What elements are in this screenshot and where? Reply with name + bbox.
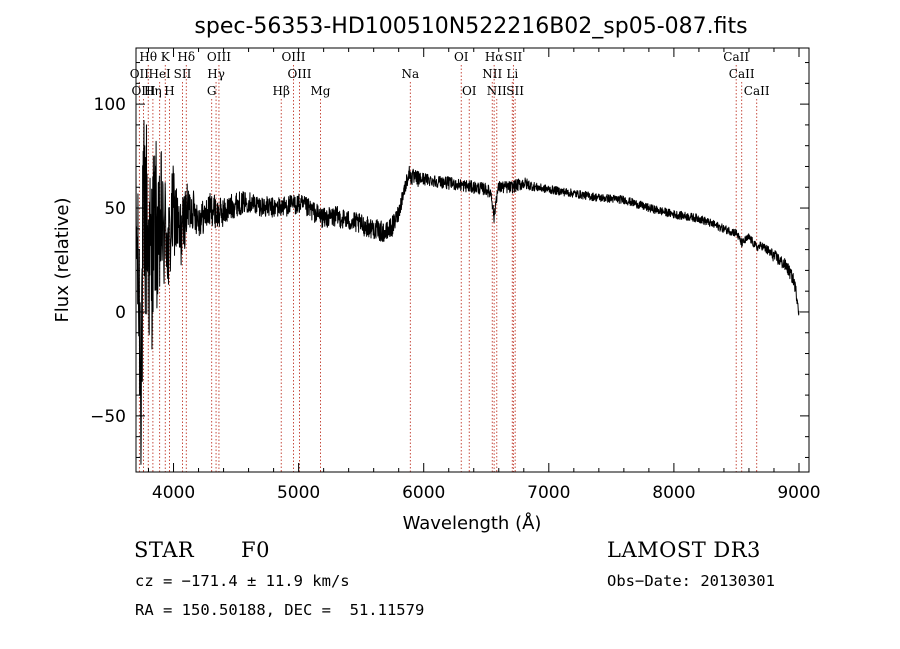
spectral-line-label: NII (482, 67, 502, 81)
plot-frame (135, 47, 810, 473)
spectral-line-label: Hγ (207, 67, 225, 81)
spectral-line-label: OIII (207, 50, 231, 64)
spectral-line-label: Hβ (273, 84, 290, 98)
object-class: STAR (134, 538, 195, 562)
x-tick-label: 8000 (652, 483, 695, 503)
y-axis-label: Flux (relative) (52, 197, 73, 322)
x-axis-label: Wavelength (Å) (403, 512, 542, 534)
spectral-line-label: OIII (131, 84, 155, 98)
x-tick-label: 4000 (152, 483, 195, 503)
spectral-line-label: OII (130, 67, 150, 81)
x-tick-label: 6000 (402, 483, 445, 503)
spectral-line-label: Mg (311, 84, 331, 98)
axis-ticks: 4000 5000 6000 7000 8000 9000 −50 0 50 100 (90, 48, 821, 503)
spectral-line-label: Hα (485, 50, 504, 64)
spectrum-series (135, 119, 800, 465)
spectral-line-label: CaII (729, 67, 755, 81)
spectral-line-label: OI (462, 84, 477, 98)
spectral-line-label: OIII (287, 67, 311, 81)
spectral-line-label: Hδ (177, 50, 195, 64)
spectral-line-label: SII (506, 84, 524, 98)
y-tick-label: 0 (115, 303, 126, 323)
y-tick-label: 50 (104, 199, 126, 219)
spectrum-line (135, 119, 800, 465)
spectral-line-label: HeI (148, 67, 171, 81)
x-tick-label: 9000 (777, 483, 820, 503)
observation-date: Obs−Date: 20130301 (607, 572, 775, 590)
y-tick-label: −50 (90, 407, 126, 427)
spectral-line-label: OI (454, 50, 469, 64)
chart-title: spec-56353-HD100510N522216B02_sp05-087.f… (194, 14, 747, 39)
spectral-line-label: Hθ (139, 50, 157, 64)
spectral-line-label: SII (505, 50, 523, 64)
x-tick-label: 7000 (527, 483, 570, 503)
survey-label: LAMOST DR3 (607, 538, 761, 562)
x-tick-label: 5000 (277, 483, 320, 503)
spectral-line-label: OIII (281, 50, 305, 64)
ra-dec-coordinates: RA = 150.50188, DEC = 51.11579 (135, 601, 425, 619)
spectral-line-label: Na (402, 67, 420, 81)
spectral-line-label: CaII (744, 84, 770, 98)
redshift-cz: cz = −171.4 ± 11.9 km/s (135, 572, 350, 590)
spectral-line-label: G (207, 84, 217, 98)
y-tick-label: 100 (94, 95, 126, 115)
spectral-line-label: NII (487, 84, 507, 98)
spectral-line-label: Hη (144, 84, 162, 98)
spectral-line-label: SII (174, 67, 192, 81)
spectral-line-label: CaII (723, 50, 749, 64)
object-subclass: F0 (241, 538, 270, 562)
spectral-line-label: H (164, 84, 174, 98)
spectral-line-label: K (161, 50, 171, 64)
spectral-line-label: Li (506, 67, 518, 81)
